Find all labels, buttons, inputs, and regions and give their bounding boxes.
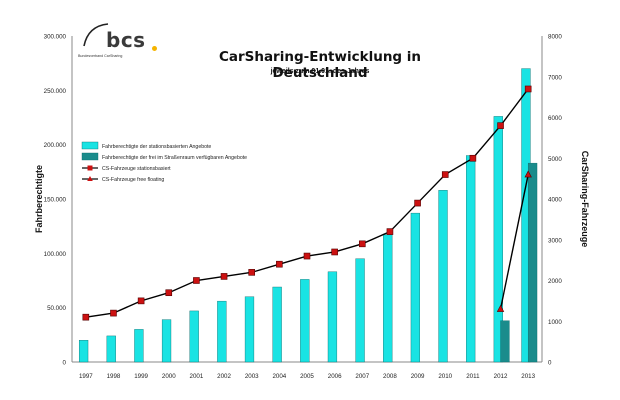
point-stationsbasiert: [358, 240, 366, 248]
y-tick-label-right: 4000: [548, 197, 562, 204]
legend-label: CS-Fahrzeuge stationsbasiert: [102, 166, 171, 172]
bar-stationsbasiert: [410, 212, 421, 363]
point-stationsbasiert: [82, 313, 90, 321]
point-stationsbasiert: [248, 269, 256, 276]
legend-marker: [87, 165, 93, 171]
point-stationsbasiert: [331, 248, 338, 256]
logo-brand: bcs: [106, 28, 146, 52]
y-tick-label-left: 100.000: [44, 251, 67, 258]
y-tick-label-left: 250.000: [44, 88, 67, 95]
point-stationsbasiert: [276, 260, 283, 268]
legend-swatch: [81, 141, 99, 150]
y-tick-label-left: 0: [63, 360, 67, 367]
point-stationsbasiert: [469, 154, 477, 162]
bar-stationsbasiert: [161, 319, 172, 363]
x-tick-label: 2007: [355, 373, 369, 380]
legend-marker: [87, 176, 93, 181]
bar-free-floating: [500, 320, 510, 363]
legend-label: Fahrberechtigte der stationsbasierten An…: [102, 144, 211, 150]
y-tick-label-left: 50.000: [47, 305, 66, 312]
point-stationsbasiert: [386, 228, 394, 235]
y-tick-label-right: 1000: [548, 319, 562, 326]
x-tick-label: 2010: [438, 373, 452, 380]
bar-stationsbasiert: [383, 234, 393, 363]
x-tick-label: 2013: [521, 373, 535, 380]
y-tick-label-right: 5000: [548, 156, 562, 163]
x-tick-label: 2004: [272, 373, 286, 380]
y-tick-label-right: 0: [548, 360, 552, 367]
x-tick-label: 1998: [107, 373, 121, 380]
point-free-floating: [524, 170, 532, 178]
x-tick-label: 2000: [162, 373, 176, 380]
y-tick-label-left: 300.000: [44, 34, 67, 41]
series-line-free-floating: [499, 174, 529, 310]
bar-stationsbasiert: [189, 310, 199, 363]
x-tick-label: 2006: [328, 373, 342, 380]
x-tick-label: 2001: [190, 373, 204, 380]
bar-stationsbasiert: [272, 286, 282, 363]
bar-stationsbasiert: [300, 279, 310, 363]
logo-dot-icon: [152, 46, 157, 51]
x-tick-label: 2003: [245, 373, 259, 380]
legend-swatch: [81, 152, 99, 161]
bar-free-floating: [527, 162, 538, 363]
point-stationsbasiert: [497, 122, 504, 129]
chart-subtitle: jeweils zum 01.01. des Jahres: [270, 68, 370, 75]
logo-swoosh-icon: [83, 23, 109, 47]
legend-label: Fahrberechtigte der frei im Straßenraum …: [102, 155, 247, 161]
chart-title: CarSharing-Entwicklung in Deutschland: [218, 49, 422, 81]
y-tick-label-right: 6000: [548, 115, 562, 122]
point-stationsbasiert: [137, 297, 145, 305]
x-tick-label: 2012: [494, 373, 508, 380]
bar-stationsbasiert: [106, 335, 116, 363]
x-tick-label: 2005: [300, 373, 314, 380]
point-stationsbasiert: [441, 171, 449, 178]
bcs-logo: bcs Bundesverband CarSharing: [78, 23, 164, 68]
x-tick-label: 2008: [383, 373, 397, 380]
bar-stationsbasiert: [217, 300, 227, 363]
bar-stationsbasiert: [438, 190, 448, 363]
point-stationsbasiert: [414, 199, 421, 207]
x-tick-label: 2002: [217, 373, 231, 380]
point-stationsbasiert: [524, 85, 532, 93]
logo-tagline: Bundesverband CarSharing: [78, 54, 123, 58]
y-axis-title-right: CarSharing-Fahrzeuge: [580, 151, 590, 248]
y-tick-label-right: 3000: [548, 237, 562, 244]
y-tick-label-left: 200.000: [44, 142, 67, 149]
y-tick-label-right: 7000: [548, 74, 562, 81]
bar-stationsbasiert: [466, 155, 476, 363]
bar-stationsbasiert: [78, 340, 89, 363]
bar-stationsbasiert: [355, 258, 365, 363]
point-stationsbasiert: [303, 252, 311, 260]
point-stationsbasiert: [220, 273, 228, 280]
point-stationsbasiert: [110, 309, 117, 317]
bar-stationsbasiert: [493, 116, 503, 363]
y-tick-label-right: 8000: [548, 34, 562, 41]
x-tick-label: 2011: [466, 373, 480, 380]
bar-stationsbasiert: [244, 296, 255, 363]
y-tick-label-right: 2000: [548, 278, 562, 285]
x-tick-label: 2009: [411, 373, 425, 380]
point-stationsbasiert: [193, 277, 200, 284]
bar-stationsbasiert: [327, 271, 338, 363]
point-free-floating: [496, 304, 505, 312]
x-tick-label: 1997: [79, 373, 93, 380]
point-stationsbasiert: [165, 289, 173, 297]
x-tick-label: 1999: [134, 373, 148, 380]
legend-label: CS-Fahrzeuge free floating: [102, 177, 164, 183]
y-axis-title-left: Fahrberechtigte: [34, 165, 44, 233]
bar-stationsbasiert: [134, 329, 144, 363]
y-tick-label-left: 150.000: [44, 197, 67, 204]
